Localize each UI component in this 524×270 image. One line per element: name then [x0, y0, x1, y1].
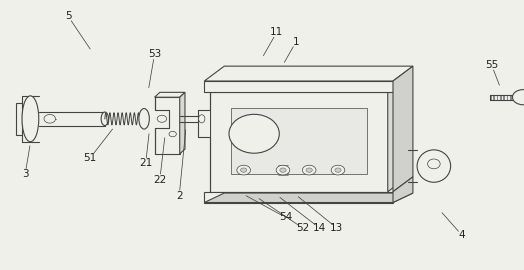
Polygon shape [493, 94, 495, 100]
Ellipse shape [280, 168, 286, 172]
Ellipse shape [276, 165, 290, 175]
Polygon shape [500, 94, 502, 100]
Polygon shape [393, 177, 413, 202]
Polygon shape [507, 94, 508, 100]
Text: 1: 1 [293, 37, 299, 47]
Ellipse shape [101, 112, 108, 126]
Polygon shape [210, 77, 408, 92]
Polygon shape [497, 94, 498, 100]
Polygon shape [510, 94, 512, 100]
Ellipse shape [139, 109, 149, 129]
Text: 21: 21 [139, 158, 152, 168]
Ellipse shape [44, 114, 56, 123]
Text: 13: 13 [330, 223, 344, 233]
Ellipse shape [417, 150, 451, 182]
Text: 52: 52 [296, 223, 310, 233]
Ellipse shape [306, 168, 312, 172]
Polygon shape [393, 66, 413, 192]
Polygon shape [154, 110, 169, 127]
Text: 11: 11 [270, 27, 283, 38]
Polygon shape [180, 92, 185, 154]
Text: 3: 3 [22, 169, 28, 179]
Ellipse shape [302, 165, 316, 175]
Ellipse shape [199, 115, 205, 123]
Polygon shape [155, 97, 180, 154]
Ellipse shape [229, 114, 279, 153]
Text: 14: 14 [313, 223, 326, 233]
Polygon shape [16, 103, 22, 135]
Polygon shape [204, 192, 393, 202]
Polygon shape [155, 92, 185, 97]
Polygon shape [210, 92, 388, 192]
Ellipse shape [169, 131, 177, 137]
Text: 2: 2 [176, 191, 182, 201]
Ellipse shape [335, 168, 341, 172]
Ellipse shape [241, 168, 247, 172]
Text: 5: 5 [65, 11, 71, 21]
Text: 54: 54 [279, 212, 292, 222]
Ellipse shape [22, 96, 39, 142]
Ellipse shape [428, 159, 440, 169]
Polygon shape [204, 81, 393, 92]
Ellipse shape [331, 165, 345, 175]
Polygon shape [231, 108, 367, 174]
Polygon shape [198, 110, 210, 137]
Ellipse shape [157, 115, 167, 122]
Text: 53: 53 [148, 49, 161, 59]
Polygon shape [504, 94, 505, 100]
Polygon shape [204, 66, 413, 81]
Ellipse shape [512, 90, 524, 105]
Polygon shape [490, 94, 492, 100]
Ellipse shape [237, 165, 250, 175]
Text: 4: 4 [459, 230, 465, 241]
Text: 55: 55 [485, 60, 498, 70]
Polygon shape [204, 193, 413, 202]
Text: 51: 51 [83, 153, 97, 163]
Polygon shape [388, 77, 408, 192]
Text: 22: 22 [153, 174, 167, 185]
